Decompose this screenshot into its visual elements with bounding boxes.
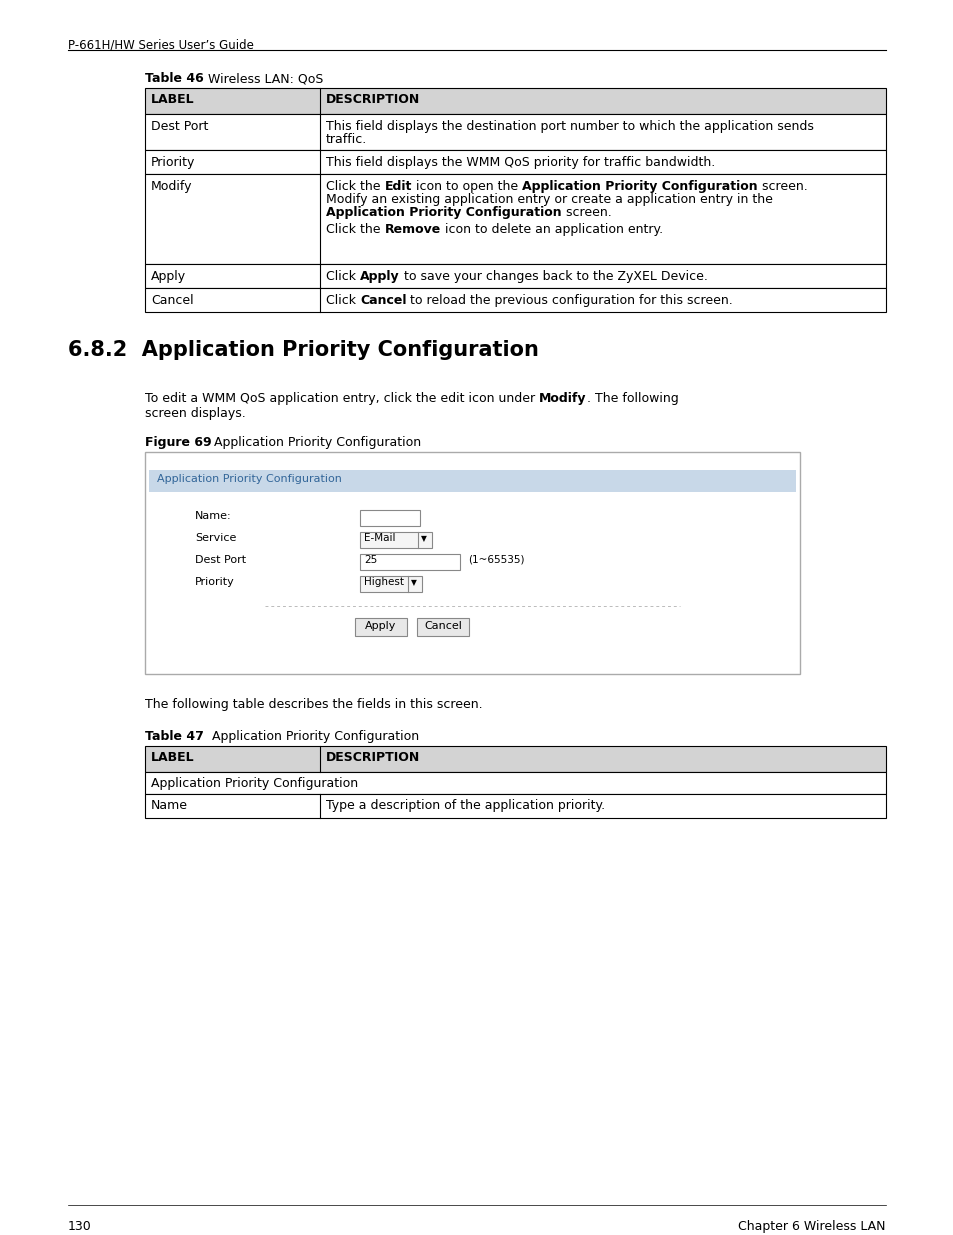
Text: Type a description of the application priority.: Type a description of the application pr… — [326, 799, 604, 811]
Text: Click: Click — [326, 294, 359, 308]
Text: to save your changes back to the ZyXEL Device.: to save your changes back to the ZyXEL D… — [399, 270, 707, 283]
Text: Dest Port: Dest Port — [194, 555, 246, 564]
Text: P-661H/HW Series User’s Guide: P-661H/HW Series User’s Guide — [68, 38, 253, 51]
Text: ▼: ▼ — [420, 534, 426, 543]
Text: (1~65535): (1~65535) — [468, 555, 524, 564]
Text: Cancel: Cancel — [424, 621, 461, 631]
Text: Wireless LAN: QoS: Wireless LAN: QoS — [200, 72, 323, 85]
Bar — [149, 471, 795, 492]
Text: Highest: Highest — [364, 577, 403, 587]
Text: This field displays the destination port number to which the application sends: This field displays the destination port… — [326, 120, 813, 133]
Text: Apply: Apply — [359, 270, 399, 283]
Text: Modify: Modify — [151, 180, 193, 193]
Text: 130: 130 — [68, 1220, 91, 1233]
Bar — [359, 555, 459, 571]
Text: Priority: Priority — [151, 156, 195, 169]
Bar — [355, 618, 407, 636]
Text: Apply: Apply — [151, 270, 186, 283]
Text: Table 46: Table 46 — [145, 72, 204, 85]
Text: Remove: Remove — [384, 224, 440, 236]
Text: to reload the previous configuration for this screen.: to reload the previous configuration for… — [406, 294, 733, 308]
Text: Modify: Modify — [538, 391, 586, 405]
Text: LABEL: LABEL — [151, 93, 194, 106]
Bar — [359, 576, 421, 592]
Text: Application Priority Configuration: Application Priority Configuration — [326, 206, 561, 219]
Text: Application Priority Configuration: Application Priority Configuration — [151, 777, 357, 790]
Text: E-Mail: E-Mail — [364, 534, 395, 543]
Text: LABEL: LABEL — [151, 751, 194, 764]
Bar — [145, 149, 885, 174]
Text: Click the: Click the — [326, 180, 384, 193]
Text: Service: Service — [194, 534, 236, 543]
Text: icon to open the: icon to open the — [412, 180, 521, 193]
Bar — [145, 288, 885, 312]
Text: Cancel: Cancel — [151, 294, 193, 308]
Bar — [359, 532, 432, 548]
Text: Table 47: Table 47 — [145, 730, 204, 743]
Text: Name: Name — [151, 799, 188, 811]
Text: 25: 25 — [364, 555, 376, 564]
Bar — [145, 794, 885, 818]
Text: Click the: Click the — [326, 224, 384, 236]
Text: DESCRIPTION: DESCRIPTION — [326, 751, 420, 764]
Text: Figure 69: Figure 69 — [145, 436, 212, 450]
Text: To edit a WMM QoS application entry, click the edit icon under: To edit a WMM QoS application entry, cli… — [145, 391, 538, 405]
Text: Apply: Apply — [365, 621, 396, 631]
Bar — [416, 618, 469, 636]
Bar — [145, 174, 885, 264]
Text: icon to delete an application entry.: icon to delete an application entry. — [440, 224, 662, 236]
Text: Modify an existing application entry or create a application entry in the: Modify an existing application entry or … — [326, 193, 772, 206]
Text: . The following: . The following — [586, 391, 678, 405]
Text: Application Priority Configuration: Application Priority Configuration — [521, 180, 757, 193]
Text: traffic.: traffic. — [326, 133, 367, 146]
Bar — [359, 510, 419, 526]
Text: screen.: screen. — [561, 206, 611, 219]
Text: DESCRIPTION: DESCRIPTION — [326, 93, 420, 106]
Text: Priority: Priority — [194, 577, 234, 587]
Bar — [145, 114, 885, 149]
Bar — [145, 746, 885, 772]
Text: Application Priority Configuration: Application Priority Configuration — [157, 474, 341, 484]
Text: Edit: Edit — [384, 180, 412, 193]
Text: Name:: Name: — [194, 511, 232, 521]
Text: screen displays.: screen displays. — [145, 408, 246, 420]
Bar — [145, 88, 885, 114]
Text: Application Priority Configuration: Application Priority Configuration — [202, 436, 420, 450]
Text: Chapter 6 Wireless LAN: Chapter 6 Wireless LAN — [738, 1220, 885, 1233]
Text: The following table describes the fields in this screen.: The following table describes the fields… — [145, 698, 482, 711]
Bar — [145, 264, 885, 288]
Text: This field displays the WMM QoS priority for traffic bandwidth.: This field displays the WMM QoS priority… — [326, 156, 715, 169]
Text: screen.: screen. — [757, 180, 806, 193]
Bar — [145, 452, 800, 674]
Text: 6.8.2  Application Priority Configuration: 6.8.2 Application Priority Configuration — [68, 340, 538, 359]
Text: ▼: ▼ — [411, 578, 416, 587]
Bar — [145, 772, 885, 794]
Text: Application Priority Configuration: Application Priority Configuration — [200, 730, 418, 743]
Text: Cancel: Cancel — [359, 294, 406, 308]
Text: Dest Port: Dest Port — [151, 120, 208, 133]
Text: Click: Click — [326, 270, 359, 283]
